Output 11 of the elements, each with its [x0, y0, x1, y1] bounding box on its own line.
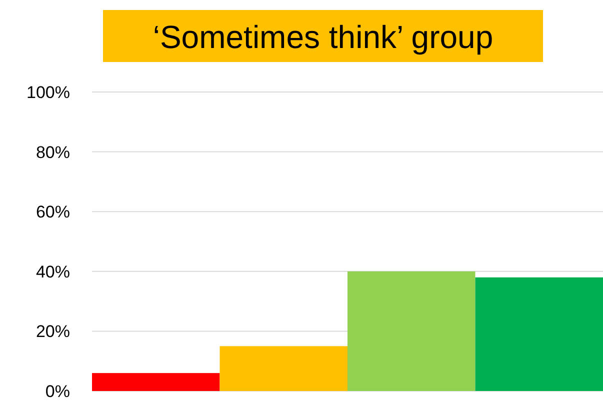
y-tick-label: 100% [26, 82, 70, 102]
bar [92, 373, 220, 391]
bar [220, 346, 348, 391]
y-tick-label: 40% [36, 262, 70, 282]
y-tick-label: 60% [36, 202, 70, 222]
y-tick-label: 0% [45, 382, 70, 401]
y-tick-label: 20% [36, 322, 70, 342]
y-tick-label: 80% [36, 142, 70, 162]
bar [475, 277, 603, 391]
bar [348, 271, 476, 391]
chart-title: ‘Sometimes think’ group [152, 19, 494, 55]
